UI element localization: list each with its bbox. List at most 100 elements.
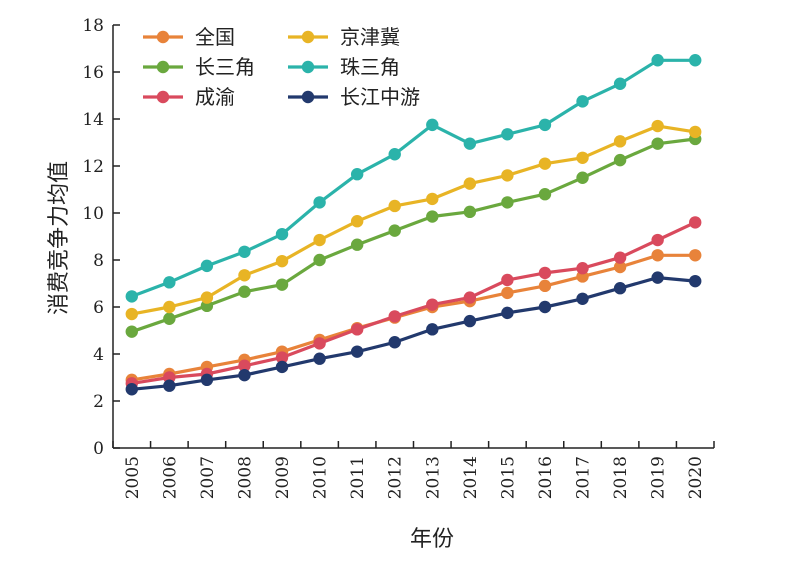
data-point xyxy=(238,269,251,282)
data-point xyxy=(275,227,289,241)
data-point xyxy=(613,282,627,295)
data-point xyxy=(463,205,477,219)
data-point xyxy=(275,278,289,291)
y-tick-label: 18 xyxy=(82,16,104,36)
x-tick-label: 2006 xyxy=(160,456,180,499)
data-point xyxy=(388,148,401,161)
series-line xyxy=(131,253,696,382)
x-tick-label: 2007 xyxy=(198,456,218,499)
data-point xyxy=(576,151,589,164)
data-point xyxy=(388,199,401,213)
series-珠三角 xyxy=(125,54,702,303)
series-line xyxy=(131,137,696,334)
data-point xyxy=(200,291,214,304)
x-tick-label: 2016 xyxy=(536,456,556,499)
data-point xyxy=(538,279,552,293)
data-point xyxy=(501,169,514,182)
data-point xyxy=(426,323,439,336)
data-point xyxy=(200,259,214,273)
data-point xyxy=(426,298,439,311)
x-axis-title: 年份 xyxy=(410,527,454,552)
data-point xyxy=(426,210,439,223)
x-tick-label: 2013 xyxy=(423,456,443,499)
data-point xyxy=(651,54,664,67)
y-tick-label: 12 xyxy=(82,157,104,177)
data-point xyxy=(651,249,664,262)
x-tick-label: 2010 xyxy=(311,456,331,499)
data-point xyxy=(388,224,401,237)
x-tick-label: 2018 xyxy=(611,456,631,499)
y-tick-label: 8 xyxy=(93,251,104,271)
x-tick-label: 2019 xyxy=(649,456,669,499)
legend-swatch-marker xyxy=(301,90,315,104)
data-point xyxy=(463,137,477,150)
data-point xyxy=(426,118,439,132)
data-point xyxy=(651,271,664,284)
data-point xyxy=(538,300,552,314)
data-point xyxy=(538,188,552,201)
data-point xyxy=(689,216,702,229)
legend-item: 珠三角 xyxy=(288,55,400,79)
data-point xyxy=(313,196,326,209)
x-tick-label: 2020 xyxy=(686,456,706,499)
data-point xyxy=(501,286,514,300)
data-point xyxy=(238,245,251,258)
legend-item: 长三角 xyxy=(143,55,255,79)
series-京津冀 xyxy=(125,119,702,321)
data-point xyxy=(388,336,401,349)
data-point xyxy=(651,233,664,247)
legend-label: 长江中游 xyxy=(340,85,420,109)
y-tick-label: 16 xyxy=(82,63,104,83)
data-point xyxy=(613,77,627,90)
data-point xyxy=(313,337,326,350)
data-point xyxy=(689,125,702,139)
legend-item: 全国 xyxy=(143,25,235,49)
data-point xyxy=(350,215,364,228)
data-point xyxy=(125,307,138,321)
data-point xyxy=(538,266,552,280)
legend-label: 珠三角 xyxy=(340,55,400,79)
legend-swatch-marker xyxy=(156,30,170,44)
series-全国 xyxy=(125,249,702,387)
data-point xyxy=(350,168,364,181)
legend-label: 成渝 xyxy=(195,85,235,109)
data-point xyxy=(275,351,289,364)
x-tick-label: 2008 xyxy=(235,456,255,499)
data-point xyxy=(350,238,364,251)
data-point xyxy=(238,368,251,382)
data-point xyxy=(238,285,251,298)
data-point xyxy=(426,192,439,206)
y-axis-title: 消费竞争力均值 xyxy=(47,161,72,315)
data-point xyxy=(350,323,364,336)
x-tick-label: 2014 xyxy=(461,456,481,499)
x-tick-label: 2017 xyxy=(574,456,594,499)
data-point xyxy=(163,312,176,325)
data-point xyxy=(613,153,627,167)
x-tick-label: 2011 xyxy=(348,456,368,499)
data-point xyxy=(576,171,589,184)
x-tick-label: 2012 xyxy=(386,456,406,499)
data-point xyxy=(651,137,664,150)
series-line xyxy=(131,58,696,298)
y-tick-label: 2 xyxy=(93,392,104,412)
x-tick-label: 2005 xyxy=(123,456,143,499)
legend-label: 长三角 xyxy=(195,55,255,79)
series-长三角 xyxy=(125,132,702,338)
data-point xyxy=(501,128,514,141)
legend-label: 京津冀 xyxy=(340,25,400,49)
data-point xyxy=(163,300,176,314)
data-point xyxy=(538,118,552,132)
data-point xyxy=(651,119,664,133)
data-point xyxy=(501,306,514,320)
data-point xyxy=(463,314,477,328)
axes: 0 2 4 6 8 10 12 14 16 18 2005 2006 2007 2008 2009 2010 2… xyxy=(82,16,715,499)
data-point xyxy=(388,310,401,323)
data-point xyxy=(689,249,702,262)
data-point xyxy=(125,325,138,338)
data-point xyxy=(163,276,176,289)
data-point xyxy=(313,253,326,267)
y-tick-label: 14 xyxy=(82,110,104,130)
series-line xyxy=(131,220,696,385)
